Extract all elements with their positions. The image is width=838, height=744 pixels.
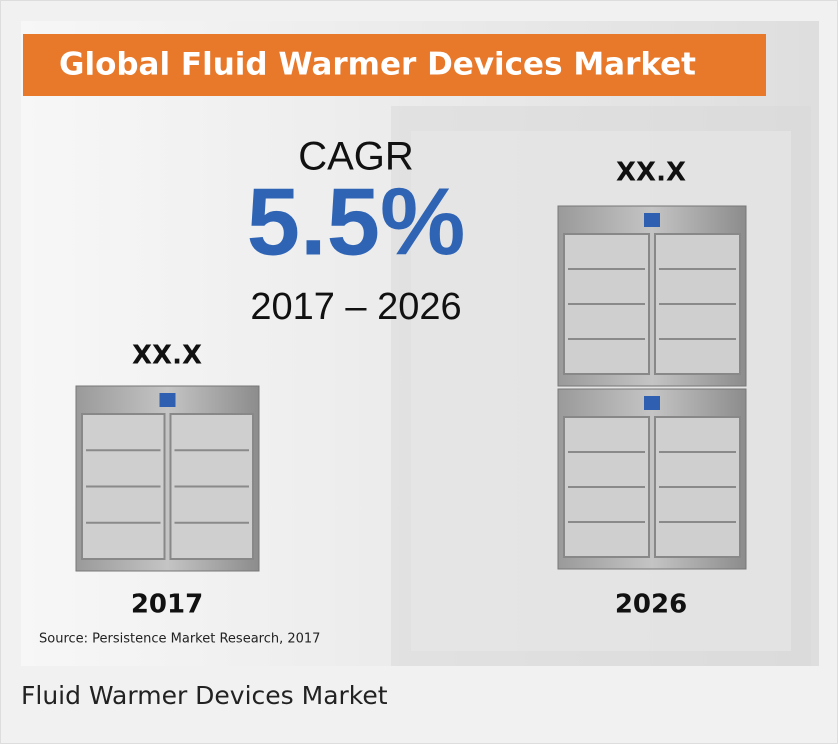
infographic: Global Fluid Warmer Devices Market CAGR …	[1, 1, 837, 743]
period: 2017 – 2026	[250, 286, 461, 328]
figure-frame: Global Fluid Warmer Devices Market CAGR …	[0, 0, 838, 744]
title: Global Fluid Warmer Devices Market	[59, 47, 696, 83]
right-year: 2026	[615, 590, 687, 620]
cagr-value: 5.5%	[247, 168, 466, 275]
left-value: XX.X	[132, 341, 202, 371]
cabinet-control-panel	[644, 213, 660, 227]
right-value: XX.X	[616, 158, 686, 188]
source: Source: Persistence Market Research, 201…	[39, 632, 320, 647]
cabinet-control-panel	[160, 393, 176, 407]
cabinet-control-panel	[644, 396, 660, 410]
caption: Fluid Warmer Devices Market	[21, 681, 388, 710]
left-year: 2017	[131, 590, 203, 620]
